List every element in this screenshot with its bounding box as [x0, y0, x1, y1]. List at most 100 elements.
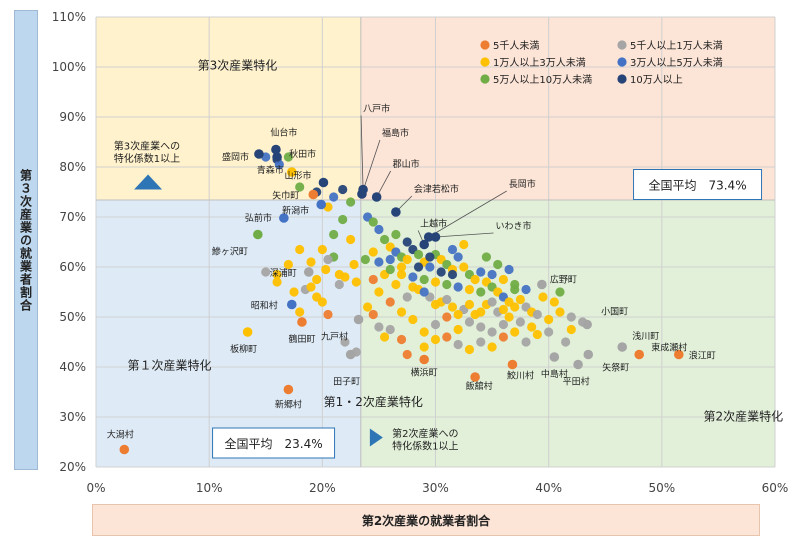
data-point-labeled — [271, 144, 281, 155]
data-point — [374, 322, 384, 332]
data-point — [408, 314, 418, 325]
data-point — [274, 159, 284, 170]
data-point — [317, 297, 327, 307]
data-point — [566, 324, 576, 335]
data-point-labeled — [254, 149, 264, 159]
data-point-labeled — [279, 213, 289, 223]
data-point — [476, 287, 486, 297]
tertiary-note-line2: 特化係数1以上 — [114, 152, 180, 165]
data-point — [521, 337, 531, 347]
data-point — [476, 337, 486, 347]
bg-quadrant-secondary — [360, 200, 775, 467]
average-y-label: 全国平均 73.4% — [648, 178, 746, 193]
data-point — [510, 279, 520, 290]
point-label: 盛岡市 — [222, 151, 249, 163]
data-point — [464, 317, 475, 327]
data-point — [317, 244, 327, 255]
data-point — [510, 302, 520, 312]
x-tick-label: 50% — [648, 481, 675, 495]
y-tick-label: 100% — [52, 60, 86, 74]
data-point — [476, 322, 486, 332]
data-point — [272, 277, 282, 287]
point-label: 弘前市 — [245, 212, 272, 224]
data-point — [493, 259, 503, 270]
data-point — [498, 332, 508, 342]
legend-label: 10万人以上 — [630, 74, 683, 86]
point-label: 飯舘村 — [466, 380, 493, 392]
y-tick-label: 20% — [59, 460, 86, 474]
data-point — [413, 262, 424, 272]
x-tick-label: 0% — [86, 481, 105, 495]
data-point — [453, 252, 463, 262]
data-point — [385, 324, 395, 335]
data-point — [349, 259, 359, 270]
data-point-labeled — [345, 349, 356, 360]
data-point — [425, 262, 435, 272]
data-point-labeled — [507, 359, 518, 370]
data-point — [447, 302, 458, 312]
secondary-note-line1: 第2次産業への — [392, 427, 458, 440]
y-axis-label-box: 第３次産業の就業者割合 — [14, 10, 38, 470]
point-label: 鰺ヶ沢町 — [212, 246, 248, 258]
y-tick-label: 60% — [59, 260, 86, 274]
point-label: 深浦町 — [270, 267, 297, 279]
point-label: いわき市 — [496, 220, 532, 232]
data-point — [408, 282, 418, 292]
data-point — [334, 279, 344, 290]
point-label: 上越市 — [420, 218, 447, 230]
data-point-labeled — [391, 207, 401, 217]
y-tick-label: 50% — [59, 310, 86, 324]
y-axis-label: 第３次産業の就業者割合 — [18, 168, 33, 312]
point-label: 鮫川村 — [507, 370, 534, 382]
y-tick-label: 70% — [59, 210, 86, 224]
data-point — [385, 254, 395, 265]
data-point — [368, 217, 378, 227]
quadrant-label-secondary: 第2次産業特化 — [703, 409, 783, 424]
point-label: 長岡市 — [509, 178, 536, 190]
data-point — [538, 292, 548, 302]
data-point — [329, 229, 339, 240]
data-point-labeled — [283, 384, 294, 395]
data-point — [321, 264, 331, 275]
data-point — [402, 254, 412, 265]
data-point — [504, 312, 514, 322]
data-point — [498, 319, 508, 330]
data-point — [453, 282, 463, 292]
data-point — [295, 244, 305, 255]
legend-marker — [480, 57, 490, 67]
quadrant-label-primary: 第１次産業特化 — [128, 358, 212, 373]
data-point — [368, 274, 378, 285]
average-y-box — [633, 169, 763, 200]
data-point — [346, 197, 356, 207]
data-point — [464, 299, 475, 310]
x-axis-label: 第2次産業の就業者割合 — [361, 513, 491, 528]
point-label: 平田村 — [563, 376, 590, 388]
data-point — [481, 252, 492, 262]
bg-quadrant-tertiary — [96, 17, 361, 200]
data-point-labeled — [353, 314, 364, 325]
x-tick-label: 40% — [535, 481, 562, 495]
y-tick-label: 80% — [59, 160, 86, 174]
data-point-labeled — [242, 327, 253, 337]
data-point — [498, 304, 508, 315]
data-point — [402, 292, 412, 302]
data-point — [306, 257, 316, 267]
data-point — [402, 237, 412, 247]
data-point — [515, 294, 525, 305]
data-point-labeled — [617, 342, 628, 352]
data-point — [396, 262, 407, 272]
point-label: 八戸市 — [363, 103, 390, 115]
point-label: 新郷村 — [275, 399, 302, 411]
data-point — [306, 282, 316, 292]
data-point — [408, 272, 418, 282]
data-point — [340, 337, 350, 347]
triangle-up-icon — [134, 174, 163, 190]
data-point — [504, 264, 514, 275]
point-label: 会津若松市 — [414, 183, 459, 195]
legend-marker — [480, 40, 490, 50]
data-point-labeled — [119, 444, 130, 455]
data-point — [346, 234, 356, 245]
data-point — [487, 269, 497, 280]
data-point — [391, 229, 401, 240]
tertiary-note-line1: 第3次産業への — [114, 140, 180, 153]
